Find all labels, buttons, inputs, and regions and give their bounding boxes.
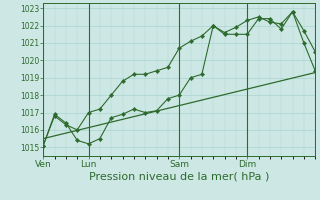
X-axis label: Pression niveau de la mer( hPa ): Pression niveau de la mer( hPa ) bbox=[89, 172, 269, 182]
